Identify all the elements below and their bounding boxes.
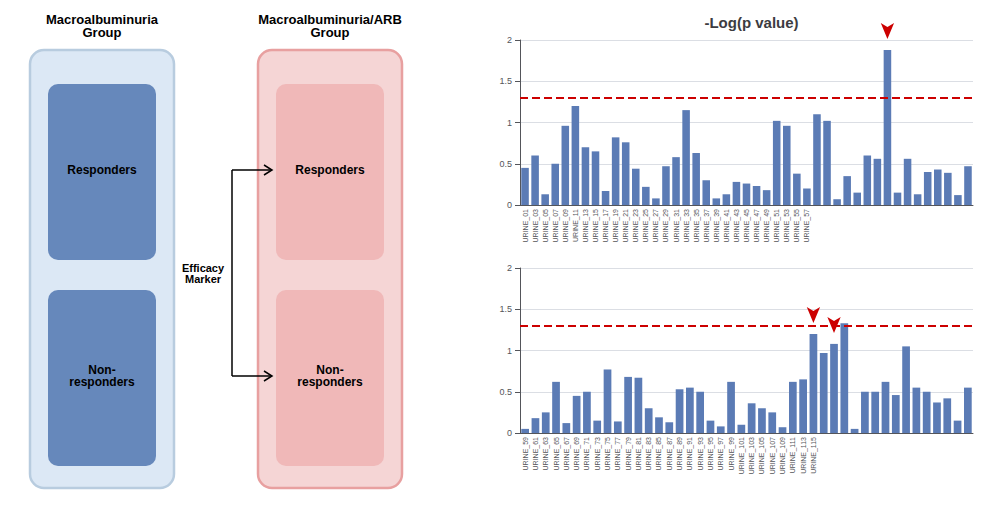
svg-text:URINE_111: URINE_111 (789, 437, 797, 473)
svg-text:URINE_33: URINE_33 (683, 209, 691, 243)
svg-text:URINE_39: URINE_39 (713, 209, 721, 243)
svg-text:1.5: 1.5 (499, 304, 512, 314)
svg-text:2: 2 (507, 263, 512, 273)
svg-text:1: 1 (507, 118, 512, 128)
svg-text:URINE_103: URINE_103 (748, 437, 756, 474)
svg-text:URINE_81: URINE_81 (635, 437, 643, 471)
svg-text:URINE_21: URINE_21 (622, 209, 630, 243)
svg-text:URINE_71: URINE_71 (583, 437, 591, 471)
svg-text:2: 2 (507, 35, 512, 45)
svg-text:URINE_63: URINE_63 (542, 437, 550, 471)
svg-text:URINE_23: URINE_23 (632, 209, 640, 243)
svg-text:URINE_75: URINE_75 (604, 437, 612, 471)
svg-text:URINE_05: URINE_05 (542, 209, 550, 243)
svg-text:URINE_03: URINE_03 (532, 209, 540, 243)
svg-text:URINE_87: URINE_87 (666, 437, 674, 471)
svg-text:responders: responders (69, 375, 135, 389)
svg-text:Macroalbuminuria/ARB: Macroalbuminuria/ARB (258, 12, 402, 27)
svg-text:URINE_79: URINE_79 (625, 437, 633, 471)
svg-text:Marker: Marker (185, 273, 222, 285)
svg-text:URINE_61: URINE_61 (532, 437, 540, 471)
svg-text:URINE_13: URINE_13 (582, 209, 590, 243)
svg-text:URINE_109: URINE_109 (779, 437, 787, 474)
svg-text:URINE_95: URINE_95 (707, 437, 715, 471)
svg-text:URINE_45: URINE_45 (743, 209, 751, 243)
svg-text:URINE_53: URINE_53 (783, 209, 791, 243)
svg-text:0: 0 (507, 200, 512, 210)
svg-text:Non-: Non- (316, 363, 344, 377)
svg-text:Efficacy: Efficacy (181, 261, 225, 274)
svg-text:URINE_55: URINE_55 (793, 209, 801, 243)
svg-text:URINE_09: URINE_09 (562, 209, 570, 243)
svg-text:URINE_59: URINE_59 (522, 437, 530, 471)
svg-text:URINE_01: URINE_01 (522, 209, 530, 243)
svg-text:URINE_93: URINE_93 (697, 437, 705, 471)
svg-text:URINE_41: URINE_41 (723, 209, 731, 243)
svg-text:URINE_57: URINE_57 (803, 209, 811, 243)
svg-text:Group: Group (83, 25, 122, 40)
svg-text:URINE_101: URINE_101 (738, 437, 746, 474)
svg-text:URINE_67: URINE_67 (563, 437, 571, 471)
svg-text:URINE_113: URINE_113 (800, 437, 808, 474)
svg-text:URINE_89: URINE_89 (676, 437, 684, 471)
svg-text:responders: responders (297, 375, 363, 389)
svg-text:URINE_31: URINE_31 (673, 209, 681, 243)
svg-text:URINE_37: URINE_37 (703, 209, 711, 243)
svg-text:URINE_07: URINE_07 (552, 209, 560, 243)
svg-text:URINE_43: URINE_43 (733, 209, 741, 243)
svg-text:Responders: Responders (67, 163, 137, 177)
svg-text:URINE_105: URINE_105 (758, 437, 766, 474)
svg-text:-Log(p value): -Log(p value) (704, 14, 798, 31)
svg-text:URINE_11: URINE_11 (572, 209, 580, 242)
svg-text:URINE_29: URINE_29 (662, 209, 670, 243)
svg-text:Non-: Non- (88, 363, 116, 377)
svg-text:Macroalbuminuria: Macroalbuminuria (46, 12, 158, 27)
svg-text:1: 1 (507, 346, 512, 356)
svg-text:URINE_17: URINE_17 (602, 209, 610, 243)
svg-text:0.5: 0.5 (499, 159, 512, 169)
svg-text:URINE_69: URINE_69 (573, 437, 581, 471)
svg-text:URINE_51: URINE_51 (773, 209, 781, 243)
svg-text:URINE_25: URINE_25 (642, 209, 650, 243)
svg-text:URINE_115: URINE_115 (810, 437, 818, 474)
svg-text:Group: Group (311, 25, 350, 40)
svg-text:URINE_47: URINE_47 (753, 209, 761, 243)
svg-text:URINE_107: URINE_107 (769, 437, 777, 474)
svg-text:URINE_99: URINE_99 (728, 437, 736, 471)
svg-text:1.5: 1.5 (499, 76, 512, 86)
svg-text:URINE_91: URINE_91 (686, 437, 694, 471)
svg-text:URINE_85: URINE_85 (655, 437, 663, 471)
svg-text:URINE_73: URINE_73 (594, 437, 602, 471)
svg-text:0.5: 0.5 (499, 387, 512, 397)
svg-text:Responders: Responders (295, 163, 365, 177)
svg-text:URINE_19: URINE_19 (612, 209, 620, 243)
svg-text:URINE_83: URINE_83 (645, 437, 653, 471)
svg-text:URINE_35: URINE_35 (693, 209, 701, 243)
svg-text:URINE_97: URINE_97 (717, 437, 725, 471)
svg-text:URINE_77: URINE_77 (614, 437, 622, 471)
svg-text:0: 0 (507, 428, 512, 438)
svg-text:URINE_49: URINE_49 (763, 209, 771, 243)
svg-text:URINE_15: URINE_15 (592, 209, 600, 243)
svg-text:URINE_65: URINE_65 (553, 437, 561, 471)
svg-text:URINE_27: URINE_27 (652, 209, 660, 243)
